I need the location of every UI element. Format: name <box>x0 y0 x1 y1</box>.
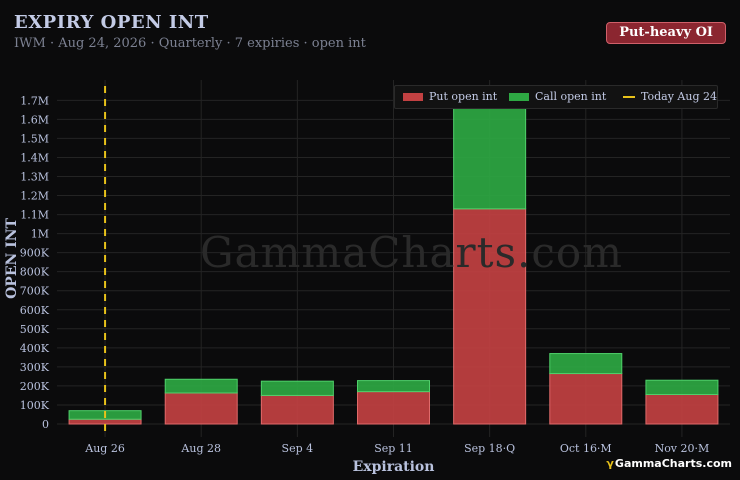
bar-call <box>453 99 527 210</box>
brand-logo: γGammaCharts.com <box>606 457 732 470</box>
y-tick-label: 200K <box>20 380 50 393</box>
y-tick-label: 400K <box>20 342 50 355</box>
bar-put <box>645 393 719 425</box>
bar-call <box>164 378 238 394</box>
y-tick-label: 1.1M <box>20 209 49 222</box>
bar-call <box>549 353 623 375</box>
x-tick-label: Aug 28 <box>180 442 221 455</box>
y-tick-label: 1.5M <box>20 132 49 145</box>
bar-put <box>68 418 142 425</box>
bar-put <box>453 208 527 425</box>
legend-item-put: Put open int <box>403 86 497 108</box>
chart-subtitle: IWM · Aug 24, 2026 · Quarterly · 7 expir… <box>14 36 366 51</box>
bar-call <box>260 380 334 396</box>
gamma-icon: γ <box>606 457 614 470</box>
y-tick-label: 500K <box>20 323 50 336</box>
put-heavy-badge: Put-heavy OI <box>606 22 726 44</box>
chart-title: EXPIRY OPEN INT <box>14 12 209 33</box>
legend-swatch-today <box>623 96 635 98</box>
x-tick-label: Sep 18·Q <box>464 442 515 455</box>
legend-swatch-put <box>403 93 423 101</box>
y-tick-label: 700K <box>20 285 50 298</box>
x-axis-title: Expiration <box>353 459 435 475</box>
bar-put <box>549 373 623 425</box>
x-tick-label: Oct 16·M <box>560 442 612 455</box>
x-tick-label: Aug 26 <box>84 442 125 455</box>
y-tick-label: 0 <box>42 418 49 431</box>
y-tick-label: 1.4M <box>20 151 49 164</box>
bar-call <box>645 379 719 395</box>
y-axis-title: OPEN INT <box>4 218 20 299</box>
y-tick-label: 300K <box>20 361 50 374</box>
legend-label-call: Call open int <box>535 90 607 103</box>
y-tick-label: 1.7M <box>20 94 49 107</box>
legend-item-call: Call open int <box>509 86 606 108</box>
y-tick-label: 100K <box>20 399 50 412</box>
legend-label-today: Today Aug 24 <box>641 90 717 103</box>
y-tick-label: 1.3M <box>20 170 49 183</box>
y-tick-label: 600K <box>20 304 50 317</box>
legend-item-today: Today Aug 24 <box>623 86 717 108</box>
bar-put <box>260 394 334 425</box>
bar-put <box>164 392 238 425</box>
x-tick-label: Nov 20·M <box>655 442 710 455</box>
legend: Put open int Call open int Today Aug 24 <box>394 85 718 109</box>
x-tick-label: Sep 11 <box>374 442 413 455</box>
x-tick-label: Sep 4 <box>282 442 314 455</box>
y-tick-label: 900K <box>20 247 50 260</box>
watermark: GammaCharts.com <box>200 228 624 277</box>
bar-call <box>357 380 430 393</box>
brand-text: GammaCharts.com <box>614 457 732 470</box>
y-tick-label: 1.6M <box>20 113 49 126</box>
y-tick-label: 800K <box>20 266 50 279</box>
legend-label-put: Put open int <box>429 90 498 103</box>
y-tick-label: 1M <box>31 228 49 241</box>
legend-swatch-call <box>509 93 529 101</box>
y-tick-label: 1.2M <box>20 190 49 203</box>
bar-put <box>357 391 430 425</box>
